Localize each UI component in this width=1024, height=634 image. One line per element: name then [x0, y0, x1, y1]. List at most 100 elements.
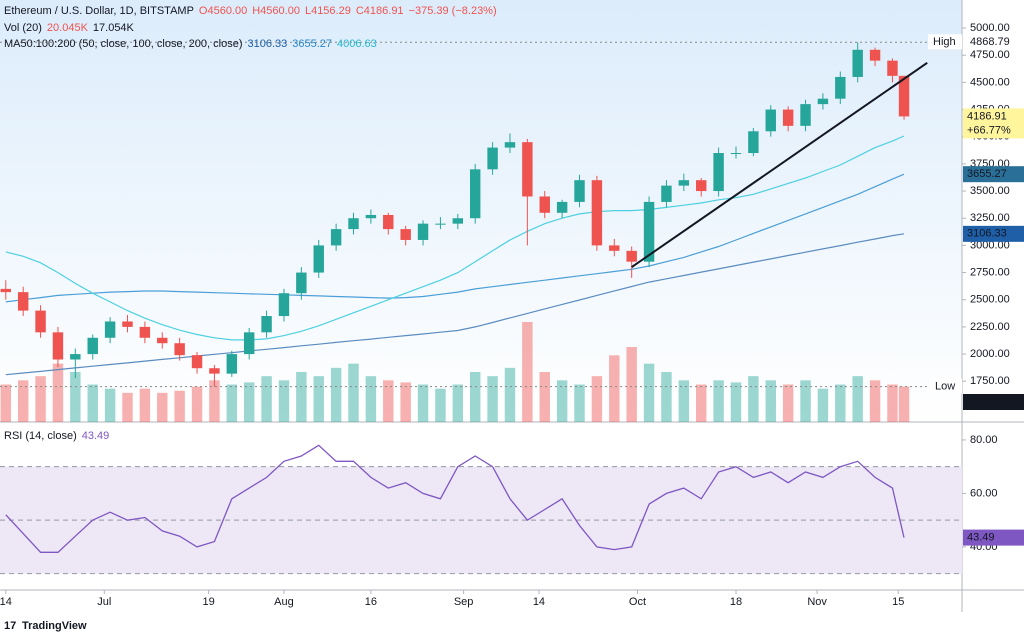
volume-bar — [157, 392, 168, 422]
candle-body — [835, 76, 846, 99]
volume-bar — [817, 388, 829, 422]
volume-bar — [348, 363, 359, 422]
y-tick-label: 1750.00 — [970, 375, 1010, 387]
x-tick-label: Aug — [274, 596, 294, 608]
x-tick-label: Nov — [807, 596, 827, 608]
y-tick-label: 3500.00 — [970, 185, 1010, 197]
volume-bar — [898, 386, 910, 422]
price-pane — [0, 0, 962, 422]
high-tag — [928, 34, 962, 50]
high-label: High — [933, 36, 956, 48]
y-tick-label: 2750.00 — [970, 266, 1010, 278]
candle-body — [191, 355, 203, 369]
candle-body — [817, 98, 829, 105]
candle-body — [139, 326, 151, 338]
candle-body — [765, 109, 776, 132]
volume-bar — [748, 376, 759, 422]
ohlc: H4560.00 — [252, 5, 300, 17]
volume-bar — [800, 380, 811, 422]
volume-bar — [678, 380, 690, 422]
volume-bar — [261, 376, 272, 422]
candle-body — [383, 214, 394, 230]
vol-label: Vol (20) — [4, 22, 42, 34]
volume-bar — [17, 380, 29, 422]
volume-bar — [469, 372, 481, 422]
low-label: Low — [935, 381, 955, 393]
candle-body — [35, 310, 46, 333]
candle-body — [365, 214, 377, 219]
y-tick-label: 60.00 — [970, 487, 998, 499]
candle-body — [313, 245, 324, 273]
ohlc: O4560.00 — [198, 5, 248, 17]
candle-body — [748, 131, 759, 154]
high-value: 4868.79 — [970, 36, 1010, 48]
volume-bar — [522, 322, 533, 422]
volume-bar — [487, 376, 498, 422]
volume-bar — [574, 384, 585, 422]
candle-body — [417, 223, 429, 240]
ma-value: 4006.63 — [337, 38, 377, 50]
candle-body — [330, 229, 342, 246]
rsi-badge-bg — [963, 529, 1024, 546]
volume-bar — [122, 392, 133, 422]
ma-badge-bg — [963, 166, 1024, 183]
candle-body — [626, 250, 637, 262]
y-tick-label: 4750.00 — [970, 49, 1010, 61]
rsi-line — [5, 444, 905, 553]
volume-bar — [139, 388, 151, 422]
volume-bar — [243, 382, 255, 422]
volume-bar — [383, 380, 394, 422]
candle-body — [730, 153, 742, 155]
candle-body — [226, 354, 238, 374]
candle-body — [782, 109, 794, 126]
volume-bar — [365, 376, 377, 422]
y-tick-label: 3000.00 — [970, 239, 1010, 251]
x-tick-label: Oct — [629, 596, 646, 608]
y-tick-label: 2500.00 — [970, 294, 1010, 306]
candle-body — [87, 337, 98, 355]
volume-bar — [313, 376, 324, 422]
change-percent: +66.77% — [967, 124, 1011, 136]
x-tick-label: 16 — [365, 596, 377, 608]
candle-body — [452, 218, 464, 224]
candle-body — [609, 245, 620, 251]
volume-bar — [104, 388, 116, 422]
volume-bar — [713, 380, 724, 422]
candle-body — [661, 185, 672, 202]
volume-bar — [661, 372, 672, 422]
candle-body — [348, 218, 359, 230]
candle-body — [0, 288, 12, 293]
volume-bar — [400, 382, 411, 422]
x-tick-label: 19 — [203, 596, 215, 608]
volume-bar — [765, 380, 776, 422]
candle-body — [70, 354, 81, 360]
volume-bar — [70, 372, 81, 422]
rsi-badge: 43.49 — [967, 531, 995, 543]
candle-body — [522, 142, 533, 197]
change: −375.39 (−8.23%) — [408, 5, 497, 17]
volume-bar — [174, 390, 185, 422]
symbol: Ethereum / U.S. Dollar, 1D, BITSTAMP — [4, 5, 194, 17]
volume-bar — [556, 380, 568, 422]
candle-body — [400, 229, 411, 240]
x-tick-label: 14 — [533, 596, 545, 608]
moving-average — [5, 135, 905, 341]
x-tick-label: Sep — [454, 596, 474, 608]
volume-bar — [278, 380, 290, 422]
candle-body — [243, 332, 255, 355]
ma-label: MA50:100:200 (50, close, 100, close, 200… — [4, 38, 243, 50]
volume-badge: 17.054 — [967, 396, 1001, 408]
moving-average — [5, 233, 905, 376]
volume-bar — [504, 367, 516, 422]
volume-bar — [417, 384, 429, 422]
candle-body — [261, 316, 272, 333]
vol-value: 17.054K — [92, 22, 134, 34]
rsi-header: RSI (14, close) 43.49 — [4, 430, 114, 442]
candle-body — [487, 147, 498, 170]
x-tick-label: 18 — [730, 596, 742, 608]
y-tick-label: 2000.00 — [970, 348, 1010, 360]
last-price-badge — [963, 108, 1024, 139]
y-tick-label: 2250.00 — [970, 321, 1010, 333]
y-tick-label: 5000.00 — [970, 22, 1010, 34]
